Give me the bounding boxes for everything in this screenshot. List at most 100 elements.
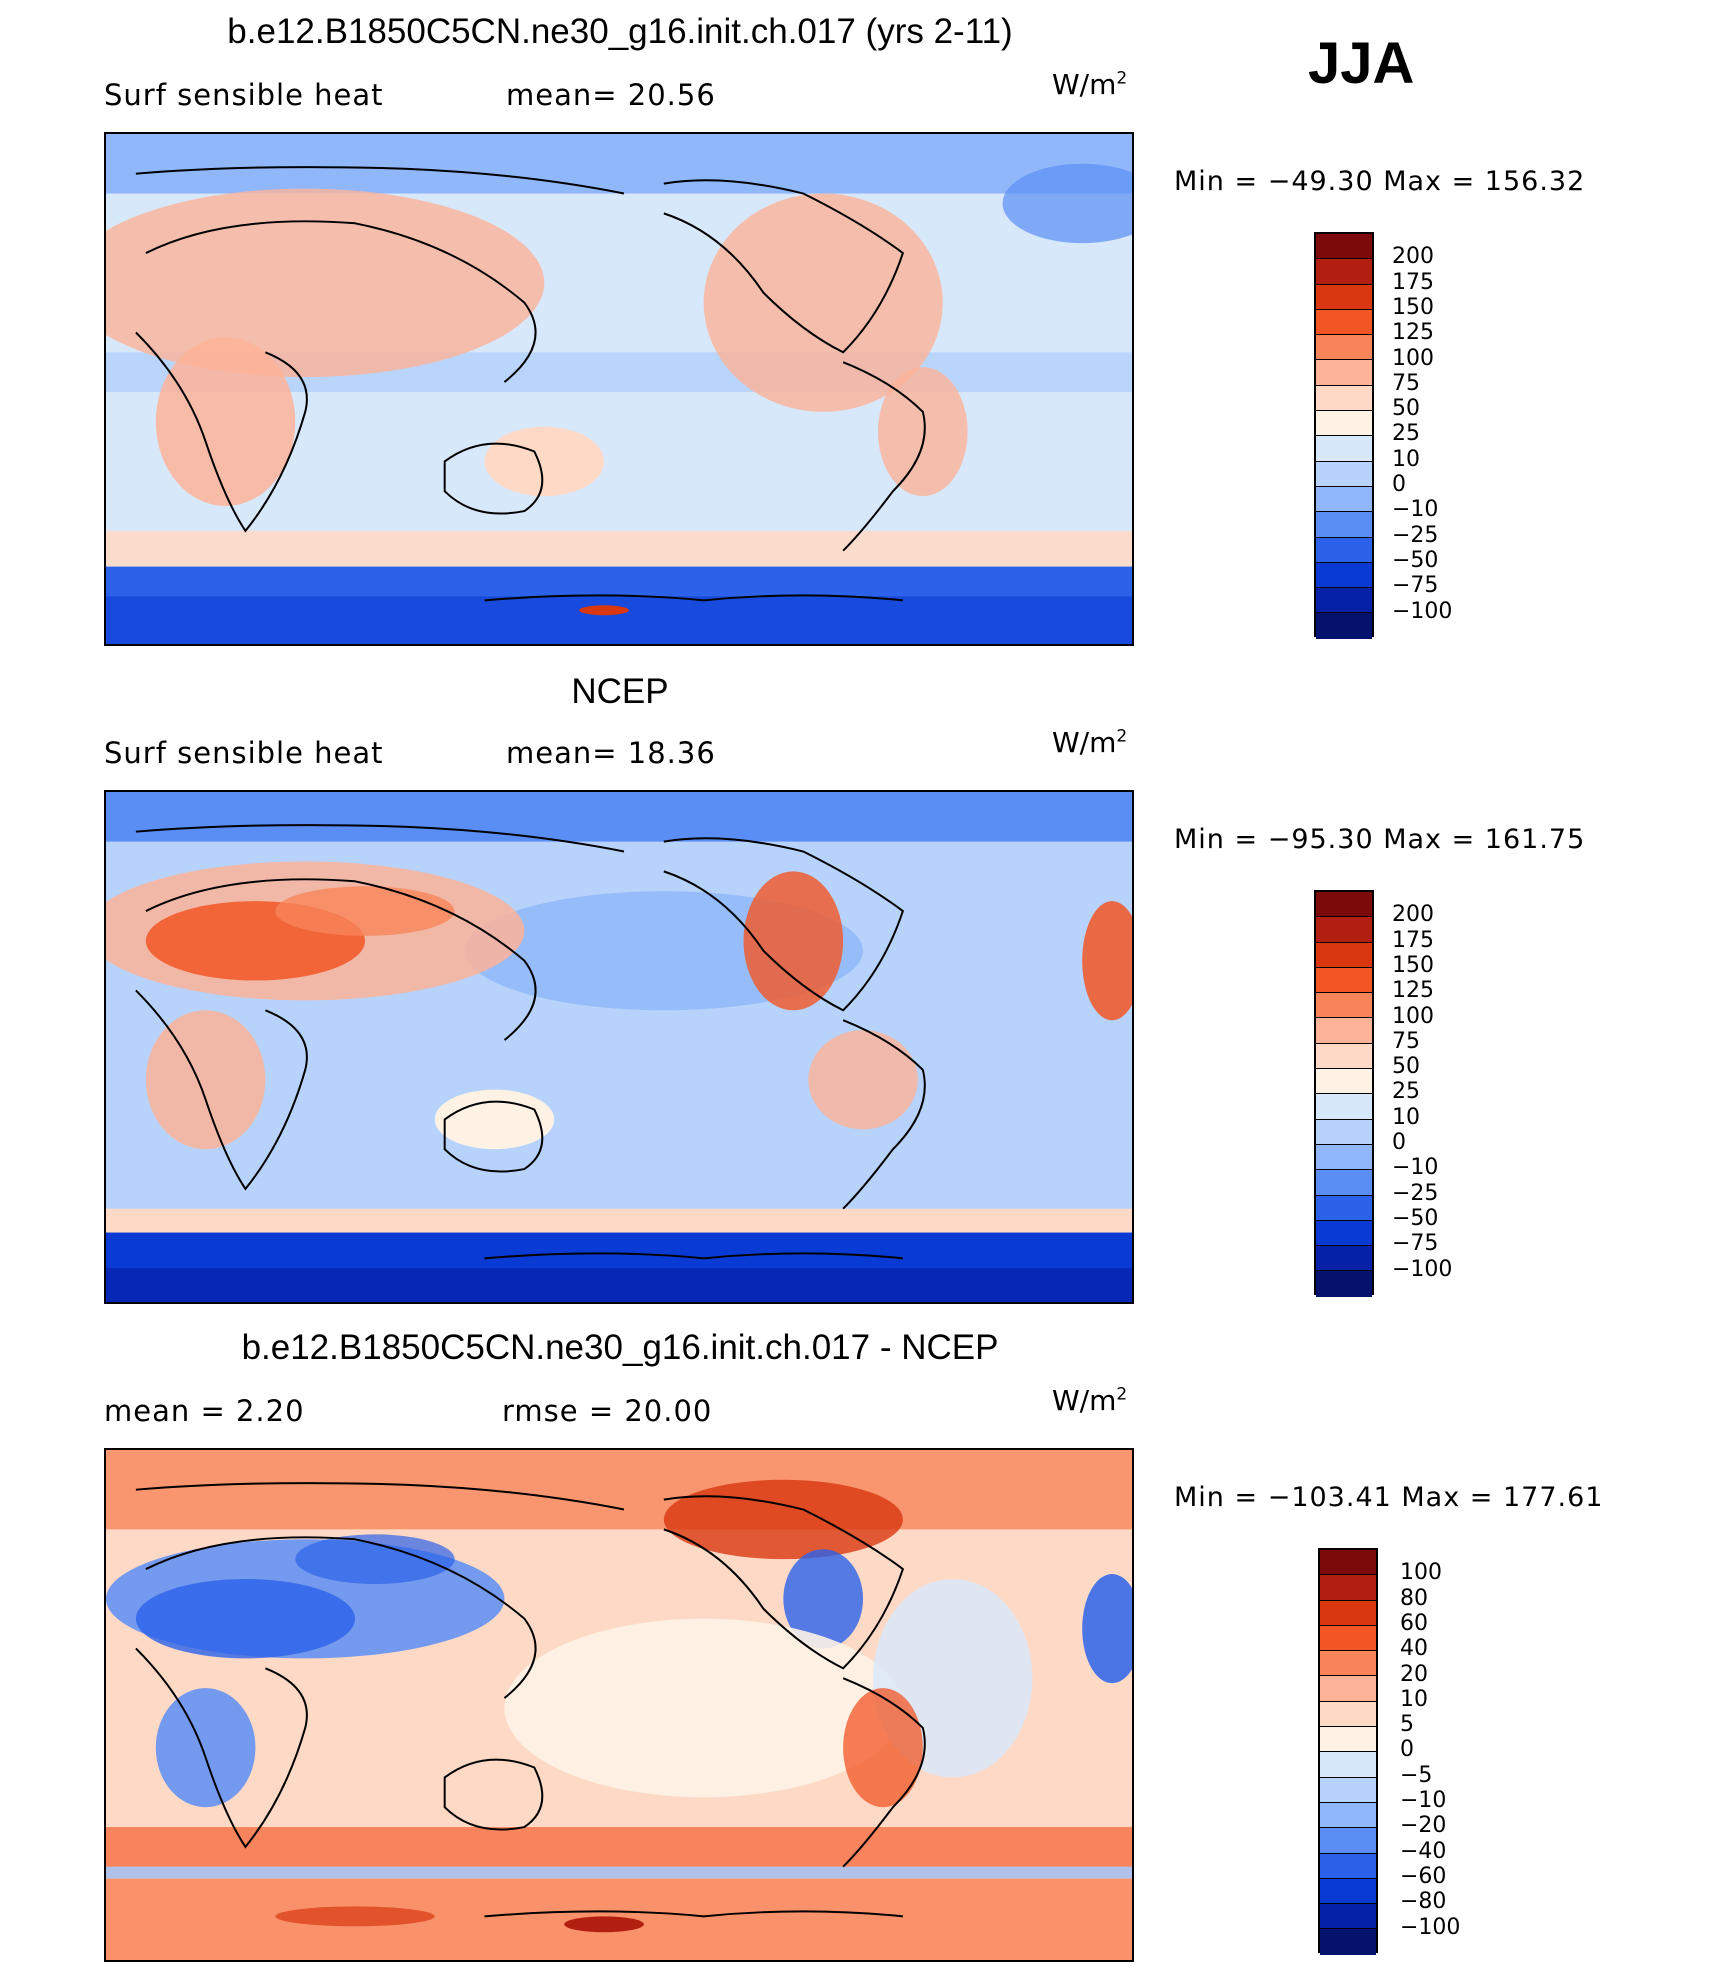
panel-2-mean-label: mean= 18.36 <box>506 736 716 770</box>
colorbar-swatch <box>1320 1651 1376 1677</box>
colorbar-tick-label: −50 <box>1392 1205 1439 1231</box>
colorbar-tick-label: −25 <box>1392 1180 1439 1206</box>
colorbar-swatch <box>1316 537 1372 563</box>
colorbar-swatch <box>1316 562 1372 589</box>
colorbar-tick-label: 75 <box>1392 370 1420 396</box>
panel-1-mean-label: mean= 20.56 <box>506 78 716 112</box>
panel-1-map-svg <box>106 134 1132 644</box>
colorbar-swatch <box>1320 1777 1376 1803</box>
colorbar-tick-label: 150 <box>1392 952 1434 978</box>
colorbar-tick-label: −50 <box>1392 547 1439 573</box>
colorbar-tick-label: 200 <box>1392 244 1434 270</box>
colorbar-tick-label: 125 <box>1392 320 1434 346</box>
panel-2-minmax: Min = −95.30 Max = 161.75 <box>1174 824 1586 855</box>
colorbar-tick-label: −5 <box>1400 1762 1433 1788</box>
colorbar-tick-label: 150 <box>1392 294 1434 320</box>
panel-3-map <box>104 1448 1134 1962</box>
colorbar-tick-label: 25 <box>1392 1079 1420 1105</box>
panel-1-variable-label: Surf sensible heat <box>104 78 384 112</box>
colorbar-tick-label: 50 <box>1392 1054 1420 1080</box>
colorbar-tick-label: −100 <box>1400 1914 1461 1940</box>
colorbar-tick-label: −75 <box>1392 573 1439 599</box>
colorbar-swatch <box>1316 1094 1372 1120</box>
colorbar-tick-label: 40 <box>1400 1636 1428 1662</box>
panel-3-mean-label: mean = 2.20 <box>104 1394 305 1428</box>
colorbar-swatch <box>1316 1271 1372 1297</box>
colorbar-swatch <box>1320 1878 1376 1905</box>
colorbar-swatch <box>1316 259 1372 285</box>
colorbar-swatch <box>1316 512 1372 538</box>
colorbar-swatch <box>1316 234 1372 260</box>
colorbar-tick-label: −40 <box>1400 1838 1447 1864</box>
colorbar-swatch <box>1316 1069 1372 1095</box>
colorbar-tick-label: −10 <box>1400 1788 1447 1813</box>
colorbar-tick-label: 175 <box>1392 927 1434 953</box>
colorbar-swatch <box>1316 1170 1372 1196</box>
colorbar-swatch <box>1316 309 1372 336</box>
colorbar-tick-label: 50 <box>1392 396 1420 422</box>
colorbar-swatch <box>1316 892 1372 918</box>
colorbar-swatch <box>1316 588 1372 614</box>
panel-3-colorbar <box>1318 1548 1378 1955</box>
colorbar-tick-label: 175 <box>1392 269 1434 295</box>
colorbar-tick-label: 0 <box>1400 1737 1414 1763</box>
colorbar-swatch <box>1316 917 1372 943</box>
colorbar-swatch <box>1320 1676 1376 1702</box>
colorbar-tick-label: −100 <box>1392 1256 1453 1282</box>
colorbar-tick-label: −80 <box>1400 1889 1447 1915</box>
colorbar-tick-label: −25 <box>1392 522 1439 548</box>
colorbar-tick-label: −10 <box>1392 1155 1439 1181</box>
colorbar-swatch <box>1316 1043 1372 1070</box>
colorbar-swatch <box>1316 1018 1372 1044</box>
colorbar-tick-label: −75 <box>1392 1231 1439 1257</box>
panel-1-minmax: Min = −49.30 Max = 156.32 <box>1174 166 1586 197</box>
colorbar-swatch <box>1320 1929 1376 1955</box>
colorbar-swatch <box>1320 1550 1376 1576</box>
colorbar-tick-label: 10 <box>1400 1686 1428 1712</box>
colorbar-tick-label: 100 <box>1400 1560 1442 1586</box>
colorbar-swatch <box>1320 1853 1376 1879</box>
colorbar-tick-label: −60 <box>1400 1863 1447 1889</box>
colorbar-tick-label: 10 <box>1392 446 1420 472</box>
season-label: JJA <box>1308 31 1415 96</box>
colorbar-swatch <box>1316 360 1372 386</box>
colorbar-tick-label: 25 <box>1392 421 1420 447</box>
colorbar-swatch <box>1320 1752 1376 1778</box>
colorbar-tick-label: 125 <box>1392 978 1434 1004</box>
panel-1-colorbar <box>1314 232 1374 639</box>
colorbar-swatch <box>1316 486 1372 513</box>
colorbar-swatch <box>1320 1701 1376 1728</box>
colorbar-tick-label: 10 <box>1392 1104 1420 1130</box>
panel-1-map <box>104 132 1134 646</box>
colorbar-swatch <box>1320 1828 1376 1854</box>
panel-3-units: W/m2 <box>1052 1384 1128 1417</box>
colorbar-swatch <box>1316 613 1372 639</box>
colorbar-swatch <box>1316 1119 1372 1145</box>
colorbar-tick-label: 0 <box>1392 472 1406 497</box>
colorbar-swatch <box>1316 335 1372 361</box>
panel-1-title: b.e12.B1850C5CN.ne30_g16.init.ch.017 (yr… <box>227 12 1013 51</box>
panel-2-map-svg <box>106 792 1132 1302</box>
panel-2-colorbar <box>1314 890 1374 1297</box>
colorbar-swatch <box>1320 1600 1376 1626</box>
colorbar-swatch <box>1316 1220 1372 1247</box>
panel-3-map-svg <box>106 1450 1132 1960</box>
panel-3-rmse-label: rmse = 20.00 <box>502 1394 713 1428</box>
colorbar-swatch <box>1320 1802 1376 1829</box>
colorbar-swatch <box>1320 1625 1376 1652</box>
panel-2-units: W/m2 <box>1052 726 1128 759</box>
colorbar-swatch <box>1316 967 1372 994</box>
colorbar-swatch <box>1320 1904 1376 1930</box>
colorbar-tick-label: 20 <box>1400 1661 1428 1687</box>
colorbar-tick-label: 100 <box>1392 1003 1434 1029</box>
colorbar-tick-label: −10 <box>1392 497 1439 523</box>
colorbar-swatch <box>1316 436 1372 462</box>
colorbar-swatch <box>1316 284 1372 310</box>
colorbar-tick-label: 60 <box>1400 1610 1428 1636</box>
colorbar-tick-label: 75 <box>1392 1028 1420 1054</box>
colorbar-tick-label: 5 <box>1400 1712 1414 1738</box>
colorbar-swatch <box>1320 1575 1376 1601</box>
panel-3-minmax: Min = −103.41 Max = 177.61 <box>1174 1482 1604 1513</box>
panel-1-units: W/m2 <box>1052 68 1128 101</box>
panel-2-variable-label: Surf sensible heat <box>104 736 384 770</box>
